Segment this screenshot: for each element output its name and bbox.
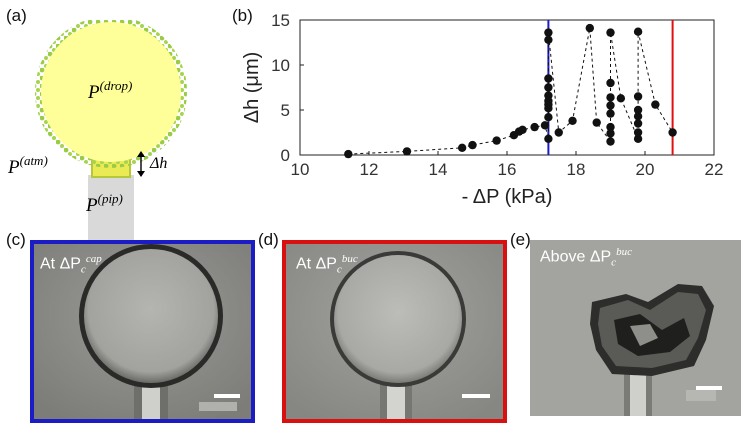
x-tick-label: 16 [498, 160, 517, 179]
panel-label-a: (a) [6, 6, 27, 25]
y-axis-label: Δh (μm) [241, 52, 263, 124]
panel-label-c: (c) [6, 230, 26, 249]
p-pip-label: P(pip) [85, 191, 123, 216]
x-axis-label: - ΔP (kPa) [462, 186, 553, 208]
data-point [633, 112, 643, 121]
deformation-chart: 10 12 14 16 18 20 22 0 5 10 15 - ΔP (kPa) Δh (μm) [241, 11, 723, 208]
dh-arrow-head-bottom [137, 171, 145, 177]
plot-frame [299, 19, 715, 156]
data-point [606, 122, 615, 132]
micrograph-c: At ΔPccap [30, 240, 255, 423]
data-point [402, 147, 412, 156]
data-point [633, 27, 643, 36]
x-tick-label: 20 [636, 160, 655, 179]
micrograph-c-image [34, 244, 251, 419]
data-point [633, 92, 643, 101]
y-tick-label: 0 [281, 146, 290, 165]
x-tick-label: 12 [360, 160, 379, 179]
p-drop-label: P(drop) [87, 78, 132, 103]
caption-c: At ΔPccap [40, 253, 102, 276]
pipette [88, 175, 134, 242]
data-point [457, 143, 467, 152]
x-tick-label: 10 [291, 160, 310, 179]
data-point [544, 83, 553, 92]
panel-label-e: (e) [510, 230, 531, 249]
data-point [544, 35, 553, 44]
data-point [592, 118, 601, 127]
x-tick-label: 18 [567, 160, 586, 179]
micrograph-d: At ΔPcbuc [282, 240, 507, 423]
caption-e: Above ΔPcbuc [540, 246, 632, 269]
data-point [540, 121, 550, 130]
data-point [530, 122, 539, 132]
data-point [633, 134, 643, 143]
data-point [544, 134, 553, 143]
data-point [606, 101, 615, 110]
panel-label-d: (d) [258, 230, 279, 249]
data-point [606, 137, 615, 146]
p-atm-label: P(atm) [7, 153, 48, 178]
x-tick-label: 22 [705, 160, 724, 179]
data-point [616, 94, 626, 103]
dh-arrow-head-top [137, 151, 145, 157]
data-point [633, 119, 643, 128]
data-point [606, 78, 615, 88]
caption-d: At ΔPcbuc [296, 253, 358, 276]
dh-label: Δh [149, 155, 167, 172]
y-tick-label: 5 [281, 101, 290, 120]
data-point [585, 23, 594, 33]
data-point [668, 128, 677, 137]
data-point [606, 109, 615, 118]
micrograph-e-image [530, 240, 741, 416]
panel-label-b: (b) [232, 6, 253, 25]
data-point [492, 136, 501, 145]
data-point [606, 93, 615, 102]
data-point [633, 105, 643, 115]
data-point [651, 100, 660, 109]
data-point [344, 149, 353, 159]
data-point [544, 91, 553, 100]
data-point [544, 74, 553, 83]
micrograph-e: Above ΔPcbuc [530, 240, 741, 416]
data-point [633, 128, 643, 137]
data-point [544, 113, 553, 122]
drop-body [41, 22, 181, 162]
y-tick-label: 10 [271, 56, 290, 75]
data-point [544, 28, 553, 37]
chart-plot-area: 10 12 14 16 18 20 22 0 5 10 15 - ΔP (kPa) Δh (μm) [241, 11, 723, 208]
droplet-schematic: P(drop) P(atm) Δh P(pip) [7, 20, 187, 242]
data-point [468, 140, 477, 150]
micrograph-d-image [286, 244, 503, 419]
y-tick-label: 15 [271, 11, 290, 30]
data-point [606, 129, 615, 138]
data-point [518, 125, 527, 134]
x-tick-label: 14 [429, 160, 448, 179]
data-point [554, 128, 563, 137]
data-point [606, 28, 615, 37]
data-point [568, 116, 577, 126]
